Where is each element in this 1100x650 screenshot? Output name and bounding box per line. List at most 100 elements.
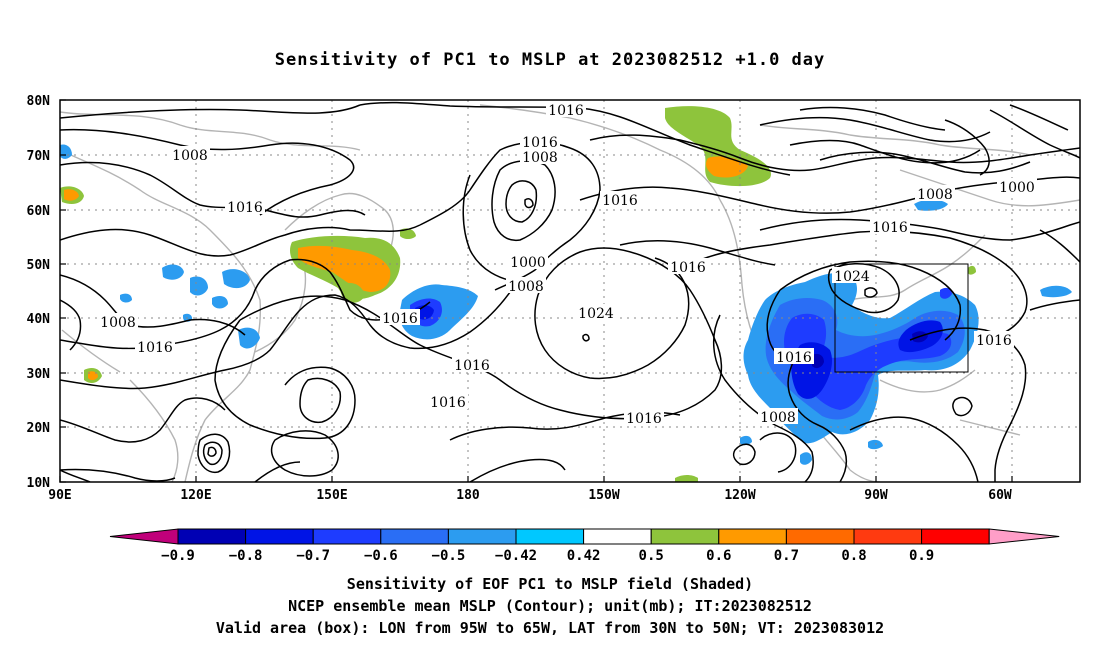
contour-label: 1016 [626,411,662,427]
colorbar-segment [177,528,247,545]
contour-label: 1008 [508,279,544,295]
colorbar-segment [380,528,449,545]
lon-label: 120E [180,488,211,503]
contour-label-bg [98,313,138,329]
contour-label: 1008 [760,410,796,426]
contour-label-bg [225,198,265,214]
contour-label: 1008 [522,150,558,166]
lat-labels: 80N 70N 60N 50N 40N 30N 20N 10N [27,94,51,491]
colorbar-segment [785,528,855,545]
valid-area-box [834,263,969,373]
colorbar-segment [718,528,787,545]
contour-label-bg [380,309,420,325]
contour-label-bg [546,101,586,117]
colorbar-labels: −0.9 −0.8 −0.7 −0.6 −0.5 −0.42 0.42 0.5 0.6 0.7 0.… [161,548,934,564]
axis-ticks [59,99,1013,483]
contour-label-bg [668,258,708,274]
lat-label: 40N [27,312,51,327]
contour-label-bg [600,191,640,207]
colorbar-segment [515,528,585,545]
contour-label: 1016 [602,193,638,209]
colorbar-tick-label: 0.6 [706,548,731,564]
caption: Sensitivity of EOF PC1 to MSLP field (Sh… [0,573,1100,639]
contour-label-bg [870,218,910,234]
contour-label: 1008 [172,148,208,164]
caption-line-contour: NCEP ensemble mean MSLP (Contour); unit(… [288,597,812,615]
lon-label: 90E [48,488,71,503]
colorbar-segment [245,528,314,545]
colorbar-segment [583,528,652,545]
contour-label-bg [452,356,492,372]
colorbar-tick-label: −0.6 [364,548,398,564]
contour-label: 1016 [454,358,490,374]
map-frame [59,99,1081,483]
colorbar-tick-label: −0.5 [432,548,466,564]
colorbar-tick-label: 0.9 [909,548,934,564]
contour-label: 1016 [430,395,466,411]
contour-label: 1016 [548,103,584,119]
contour-label-bg [624,409,664,425]
contour-label: 1016 [227,200,263,216]
contour-label: 1016 [137,340,173,356]
lon-label: 150E [316,488,347,503]
colorbar-tick-label: −0.8 [229,548,263,564]
colorbar-tick-label: −0.9 [161,548,195,564]
lon-label: 150W [588,488,619,503]
map-plot-area [60,100,1080,482]
contour-label-bg [520,148,560,164]
contour-label-bg [758,408,798,424]
contour-label-bg [520,133,560,149]
colorbar [109,528,1060,545]
lat-label: 30N [27,367,51,382]
lat-lon-grid [60,100,1080,482]
colorbar-tick-label: 0.42 [567,548,601,564]
lon-label: 180 [456,488,480,503]
lat-label: 70N [27,149,51,164]
contour-label: 1016 [872,220,908,236]
contour-label-bg [170,146,210,162]
contour-label-bg [576,304,616,320]
colorbar-tick-label: 0.8 [841,548,866,564]
contour-label: 1008 [100,315,136,331]
colorbar-tick-label: 0.7 [774,548,799,564]
contour-label: 1000 [999,180,1035,196]
contour-label: 1016 [670,260,706,276]
caption-line-shading: Sensitivity of EOF PC1 to MSLP field (Sh… [346,575,754,593]
colorbar-segment [312,528,382,545]
contour-label: 1016 [776,350,812,366]
contour-label-bg [832,267,872,283]
contour-label: 1024 [578,306,614,322]
colorbar-segment [853,528,923,545]
colorbar-segment [921,528,990,545]
contour-label: 1000 [510,255,546,271]
lat-label: 50N [27,258,51,273]
colorbar-tick-label: −0.7 [296,548,330,564]
shaded-regions [60,106,1072,482]
lon-labels: 90E 120E 150E 180 150W 120W 90W 60W [48,488,1012,503]
contour-label-bg [915,185,955,201]
contour-label-bg [997,178,1037,194]
colorbar-arrow-right [988,528,1060,545]
lat-label: 20N [27,421,51,436]
contour-label-bg [774,348,814,364]
caption-line-valid-area: Valid area (box): LON from 95W to 65W, L… [215,619,885,637]
contour-label: 1016 [976,333,1012,349]
colorbar-tick-label: −0.42 [495,548,537,564]
lon-label: 120W [724,488,755,503]
colorbar-arrow-left [109,528,179,545]
lon-label: 90W [864,488,888,503]
contour-label-bg [506,277,546,293]
lon-label: 60W [988,488,1012,503]
contour-label: 1016 [522,135,558,151]
colorbar-segment [447,528,517,545]
lat-label: 10N [27,476,51,491]
contour-label: 1024 [834,269,870,285]
contour-label-bg [508,253,548,269]
contour-label: 1008 [917,187,953,203]
lat-label: 80N [27,94,51,109]
contour-label-bg [974,331,1014,347]
contour-label: 1016 [382,311,418,327]
contour-label-bg [428,393,468,409]
